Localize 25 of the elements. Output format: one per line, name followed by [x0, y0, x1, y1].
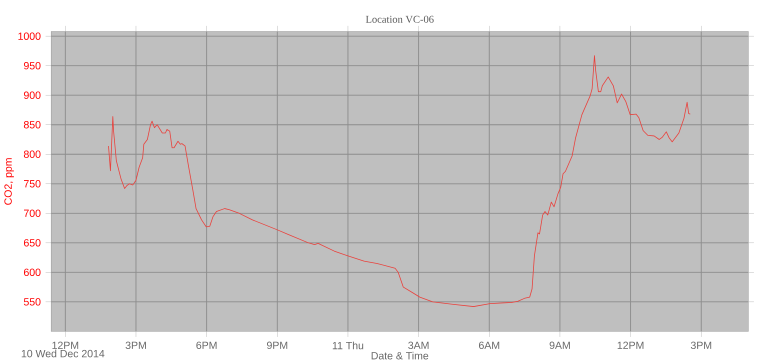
x-tick-label: 12PM	[618, 342, 644, 350]
y-tick-label: 850	[24, 121, 41, 129]
x-tick-label: 3PM	[126, 342, 146, 350]
y-tick-label: 900	[24, 92, 41, 100]
y-tick-label: 700	[24, 210, 41, 218]
chart-title: Location VC-06	[366, 16, 434, 23]
x-tick-label: 6PM	[196, 342, 217, 350]
y-tick-label: 650	[24, 239, 41, 247]
x-tick-label: 9AM	[550, 342, 570, 350]
text: 10 Wed Dec 2014	[22, 350, 104, 358]
y-tick-label: 750	[24, 180, 41, 188]
x-tick-label: 3PM	[690, 342, 712, 350]
x-tick-label: 9PM	[267, 342, 288, 350]
x-tick-label: 11 Thu	[332, 342, 364, 350]
y-tick-label: 950	[24, 62, 41, 70]
y-tick-label: 1000	[18, 32, 41, 40]
x-axis-title: Date & Time	[372, 352, 428, 360]
y-tick-label: 550	[24, 298, 41, 306]
x-tick-label: 12PM	[52, 342, 78, 350]
x-tick-label: 3AM	[408, 342, 429, 350]
y-axis-title: CO2, ppm	[4, 158, 14, 205]
y-tick-label: 600	[24, 268, 41, 276]
x-tick-label: 6AM	[479, 342, 500, 350]
line-series	[108, 55, 691, 308]
y-tick-label: 800	[24, 150, 41, 158]
